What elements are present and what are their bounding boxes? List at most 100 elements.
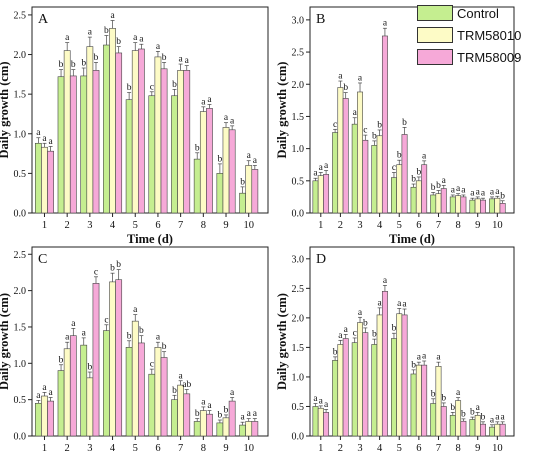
significance-letter: a [36,128,41,138]
significance-letter: c [353,328,357,338]
bar [193,158,201,214]
significance-letter: a [48,388,53,398]
x-tick-label: 8 [201,220,206,231]
bar [86,46,94,214]
bar [34,402,42,437]
bar [80,75,88,214]
significance-letter: b [431,389,436,399]
bar [57,370,65,437]
bar [216,173,224,214]
legend: Control TRM58010 TRM58009 [417,2,548,68]
significance-letter: c [94,267,98,277]
legend-label-trm58010: TRM58010 [457,27,522,43]
bar [435,366,442,437]
bar [440,406,447,437]
bar [138,342,145,437]
bar [148,95,156,214]
legend-swatch-control [417,5,453,21]
y-axis-title: Daily growth (cm) [0,62,11,159]
panel-d: 0.00.51.01.52.02.53.01a a a2baa3cab4baa5ba… [275,246,515,456]
bar [494,197,501,214]
significance-letter: c [392,163,396,173]
significance-letter: a [324,161,329,171]
significance-letter: b [127,83,132,93]
bar [154,347,162,437]
bar [455,400,462,437]
significance-letter: b [94,53,99,63]
x-tick-label: 9 [223,443,228,454]
x-axis-title: Time (d) [127,232,173,246]
bar [396,164,403,214]
significance-letter: a [495,412,500,422]
significance-letter: c [363,126,367,136]
y-axis-title: Daily growth (cm) [0,293,11,390]
bar [216,422,224,437]
significance-letter: b [87,363,92,373]
significance-letter: a [397,299,402,309]
bar [499,203,506,214]
x-tick-label: 1 [318,220,323,231]
bar [357,91,363,214]
significance-letter: b [392,324,397,334]
bar [342,338,349,437]
significance-letter: b [461,409,466,419]
significance-letter: a [436,353,441,363]
y-tick-label: 1.5 [14,90,27,101]
x-tick-label: 4 [110,220,116,231]
significance-letter: a [156,42,161,52]
significance-letter: a [338,72,343,82]
bar [92,283,100,437]
bar [362,332,369,437]
x-tick-label: 6 [416,443,421,454]
significance-letter: a [383,19,388,29]
significance-letter: a [470,189,475,199]
bar [351,342,358,437]
significance-letter: a [207,95,212,105]
x-tick-label: 4 [377,443,383,454]
x-tick-label: 4 [110,443,116,454]
y-tick-label: 1.5 [14,322,27,333]
bar [391,177,397,214]
bar [131,50,139,214]
bar [469,419,476,437]
bar [171,95,178,214]
y-tick-label: 2.0 [292,80,305,91]
significance-letter: b [195,409,200,419]
bar [376,135,383,214]
significance-letter: a [82,328,87,338]
bar [357,322,363,437]
bar [337,87,344,214]
bar [410,186,417,214]
x-tick-label: 3 [87,443,92,454]
legend-swatch-trm58010 [417,27,453,43]
bar [317,175,324,214]
significance-letter: a [313,169,318,179]
y-tick-label: 1.0 [14,129,27,140]
significance-letter: b [411,175,416,185]
bar [337,344,344,437]
bar [222,417,230,437]
significance-letter: b [397,151,402,161]
significance-letter: a [139,35,144,45]
significance-letter: b [470,408,475,418]
x-axis-title: Time (d) [389,232,435,246]
significance-letter: c [104,315,108,325]
bar [199,111,207,214]
bar [57,76,65,214]
significance-letter: a [247,151,252,161]
significance-letter: a [402,300,407,310]
x-tick-label: 7 [178,220,183,231]
y-tick-label: 0.5 [292,176,305,187]
bar [148,373,156,437]
y-tick-label: 1.5 [292,112,305,123]
significance-letter: b [441,393,446,403]
bar [199,410,207,437]
panel-label: A [38,12,49,27]
bar [86,377,94,437]
y-tick-label: 1.5 [292,343,305,354]
significance-letter: b [162,53,167,63]
x-tick-label: 2 [338,220,343,231]
